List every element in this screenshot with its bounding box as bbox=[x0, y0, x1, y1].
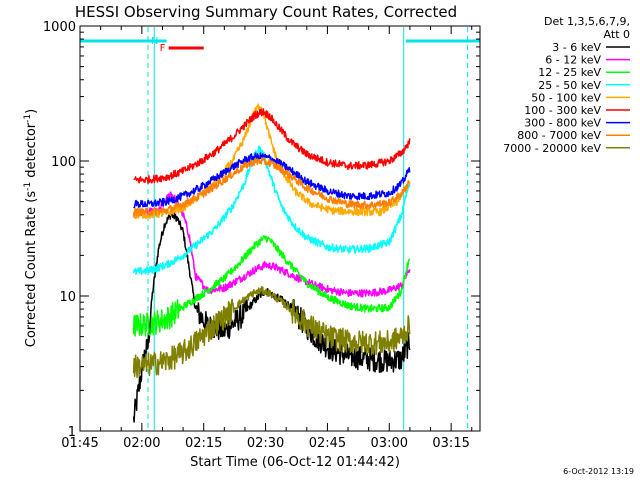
x-tick-label: 02:45 bbox=[309, 436, 346, 451]
series-line-8 bbox=[132, 286, 411, 379]
plot-frame bbox=[79, 25, 481, 432]
series-line-5 bbox=[133, 108, 411, 184]
legend-header: Att 0 bbox=[604, 28, 630, 41]
legend-header: Det 1,3,5,6,7,9, bbox=[544, 15, 630, 28]
generation-timestamp: 6-Oct-2012 13:19 bbox=[563, 467, 634, 476]
legend-label: 300 - 800 keV bbox=[524, 117, 601, 130]
series-layer bbox=[132, 103, 411, 423]
y-tick-label: 1 bbox=[68, 425, 76, 440]
series-line-7 bbox=[132, 156, 410, 217]
x-tick-label: 02:30 bbox=[247, 436, 284, 451]
chart-title: HESSI Observing Summary Count Rates, Cor… bbox=[75, 3, 457, 21]
legend-label: 7000 - 20000 keV bbox=[503, 142, 601, 155]
flag-bars: NF bbox=[80, 36, 480, 54]
legend-label: 25 - 50 keV bbox=[538, 79, 601, 92]
flag-label: N bbox=[151, 36, 158, 47]
axes: 01:45 02:00 02:15 02:30 02:45 03:00 03:15 1 10 10… bbox=[43, 20, 480, 451]
y-tick-label: 1000 bbox=[43, 20, 76, 35]
x-tick-label: 03:00 bbox=[371, 436, 408, 451]
x-tick-label: 02:15 bbox=[185, 436, 222, 451]
flag-label: F bbox=[160, 43, 166, 54]
series-line-3 bbox=[132, 145, 411, 276]
x-tick-label: 02:00 bbox=[123, 436, 160, 451]
legend-label: 6 - 12 keV bbox=[545, 54, 601, 67]
legend-label: 12 - 25 keV bbox=[538, 66, 601, 79]
x-tick-label: 03:15 bbox=[432, 436, 469, 451]
y-tick-label: 10 bbox=[59, 290, 76, 305]
y-tick-label: 100 bbox=[51, 155, 76, 170]
legend-label: 50 - 100 keV bbox=[531, 91, 601, 104]
x-tick-label: 01:45 bbox=[61, 436, 98, 451]
series-line-4 bbox=[132, 103, 411, 220]
legend-label: 800 - 7000 keV bbox=[517, 129, 601, 142]
legend-label: 3 - 6 keV bbox=[552, 41, 601, 54]
series-line-2 bbox=[132, 235, 411, 337]
x-axis-label: Start Time (06-Oct-12 01:44:42) bbox=[190, 455, 400, 470]
y-axis-label: Corrected Count Rate (s-1 detector-1) bbox=[23, 109, 39, 347]
legend-label: 100 - 300 keV bbox=[524, 104, 601, 117]
